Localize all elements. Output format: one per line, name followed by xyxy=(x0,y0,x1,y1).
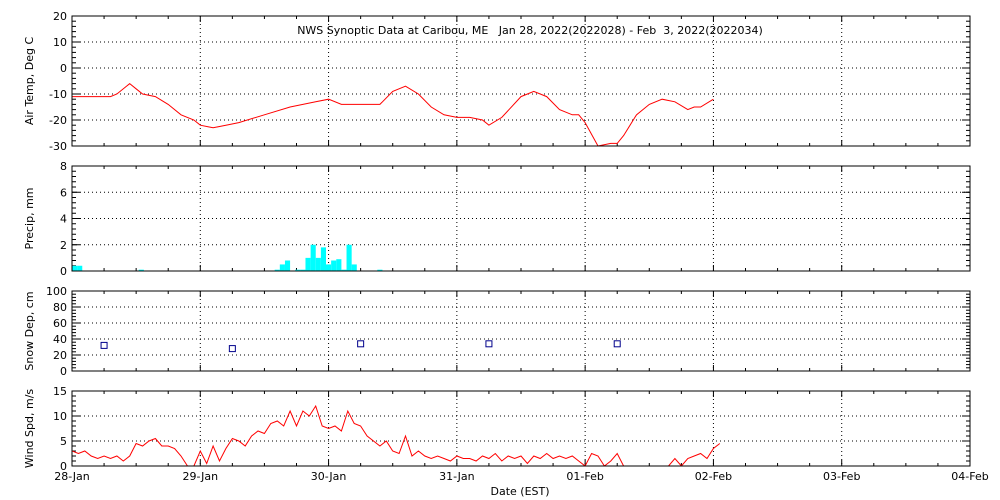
panel-snow-depth: 100 80 60 40 20 0 Snow Dep, cm xyxy=(23,285,971,378)
panel-temperature: 20 10 0 -10 -20 -30 Air Temp, Deg C xyxy=(23,10,971,153)
panel-frame xyxy=(71,390,971,467)
y-tick-label: 100 xyxy=(46,285,67,298)
x-tick-label: 04-Feb xyxy=(951,470,988,483)
panel-frame xyxy=(71,290,971,372)
x-tick-label: 30-Jan xyxy=(311,470,347,483)
precip-bar xyxy=(341,269,347,271)
y-axis-label: Precip, mm xyxy=(23,188,36,250)
y-tick-label: -10 xyxy=(49,88,67,101)
precip-bar xyxy=(300,269,306,271)
x-tick-label: 31-Jan xyxy=(439,470,475,483)
snow-depth-marker xyxy=(357,340,365,348)
y-tick-label: 10 xyxy=(53,36,67,49)
precip-bar xyxy=(77,265,83,271)
y-tick-label: 0 xyxy=(60,460,67,473)
x-tick-label: 01-Feb xyxy=(566,470,603,483)
y-tick-label: 60 xyxy=(53,317,67,330)
precip-bar xyxy=(310,244,316,271)
snow-depth-marker xyxy=(228,345,236,353)
precip-bar xyxy=(138,269,144,271)
x-tick-label: 02-Feb xyxy=(695,470,732,483)
y-tick-label: 6 xyxy=(60,186,67,199)
y-tick-label: 8 xyxy=(60,160,67,173)
plot-area xyxy=(72,82,714,146)
precip-bar xyxy=(336,259,342,271)
precip-bar xyxy=(377,269,383,271)
plot-area xyxy=(100,340,621,353)
x-tick-label: 03-Feb xyxy=(823,470,860,483)
precip-bar xyxy=(326,264,332,271)
y-tick-label: -30 xyxy=(49,140,67,153)
plot-area xyxy=(72,404,721,466)
precip-bar xyxy=(305,257,311,271)
wind-speed-line xyxy=(72,404,721,466)
y-tick-label: 10 xyxy=(53,410,67,423)
precip-bar xyxy=(315,257,321,271)
precip-bar xyxy=(331,260,337,271)
precip-bar xyxy=(279,264,285,271)
y-tick-label: 4 xyxy=(60,213,67,226)
y-tick-label: 2 xyxy=(60,239,67,252)
snow-depth-marker xyxy=(485,340,493,348)
precip-bar xyxy=(351,264,357,271)
x-tick-label: 28-Jan xyxy=(54,470,90,483)
y-tick-label: 80 xyxy=(53,301,67,314)
x-axis-label: Date (EST) xyxy=(490,485,549,498)
y-tick-label: 0 xyxy=(60,62,67,75)
y-tick-label: 20 xyxy=(53,10,67,23)
plot-area xyxy=(72,244,383,271)
panel-wind-speed: 15 10 5 0 Wind Spd, m/s 28-Jan 29-Jan 30-Jan 31-… xyxy=(23,385,989,483)
y-axis-label: Snow Dep, cm xyxy=(23,291,36,370)
y-axis-label: Wind Spd, m/s xyxy=(23,389,36,469)
x-tick-label: 29-Jan xyxy=(183,470,219,483)
snow-depth-marker xyxy=(613,340,621,348)
y-axis-label: Air Temp, Deg C xyxy=(23,37,36,126)
panel-precip: 8 6 4 2 0 Precip, mm xyxy=(23,160,971,278)
precip-bar xyxy=(284,260,291,271)
precip-bar xyxy=(274,269,280,271)
precip-bar xyxy=(295,269,301,271)
panel-frame xyxy=(71,15,971,147)
y-tick-label: -20 xyxy=(49,114,67,127)
y-tick-label: 40 xyxy=(53,333,67,346)
y-tick-label: 0 xyxy=(60,365,67,378)
panel-frame xyxy=(71,165,971,272)
y-tick-label: 15 xyxy=(53,385,67,398)
temperature-line xyxy=(72,82,714,146)
precip-bar xyxy=(72,265,78,271)
chart-title: NWS Synoptic Data at Caribou, ME Jan 28,… xyxy=(297,24,763,37)
y-tick-label: 20 xyxy=(53,349,67,362)
y-tick-label: 0 xyxy=(60,265,67,278)
precip-bar xyxy=(320,247,327,271)
y-tick-label: 5 xyxy=(60,435,67,448)
precip-bar xyxy=(346,244,352,271)
snow-depth-marker xyxy=(100,341,108,349)
